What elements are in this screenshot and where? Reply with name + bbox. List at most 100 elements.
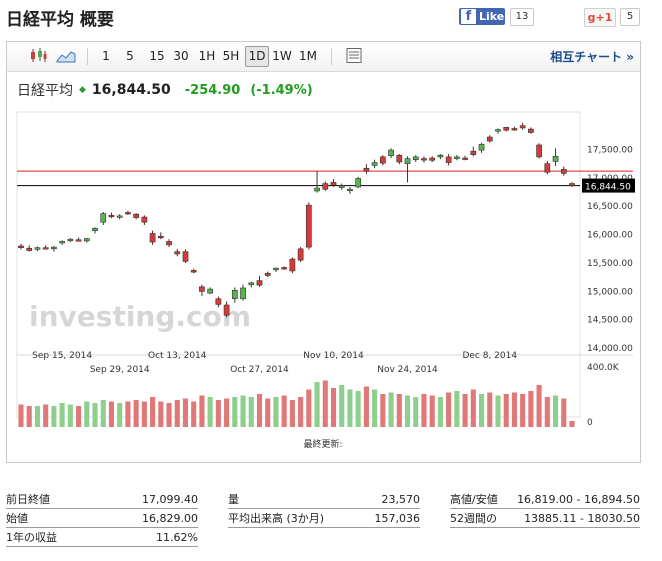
- candle-body: [223, 304, 230, 316]
- interval-1h[interactable]: 1H: [198, 49, 216, 63]
- volume-bar: [429, 395, 435, 427]
- stat-label: 平均出来高 (3か月): [228, 512, 325, 525]
- volume-bar: [339, 385, 345, 427]
- candle-body: [116, 215, 123, 218]
- x-tick-label: Dec 8, 2014: [462, 351, 517, 361]
- volume-tick-label: 0: [587, 418, 593, 428]
- candle-body: [445, 156, 452, 163]
- price-chart[interactable]: investing.com17,500.0017,000.0016,500.00…: [7, 102, 640, 462]
- candle-body: [182, 251, 189, 262]
- y-tick-label: 14,500.00: [587, 316, 633, 326]
- candle-body: [314, 187, 320, 192]
- volume-bar: [133, 400, 139, 427]
- candle-body: [190, 270, 197, 273]
- x-tick-label: Sep 29, 2014: [90, 365, 150, 375]
- volume-bar: [528, 391, 534, 427]
- candle-body: [26, 247, 33, 251]
- google-plus-count: 5: [620, 8, 640, 26]
- candle-body: [59, 241, 65, 244]
- volume-bar: [18, 404, 24, 427]
- candle-body: [519, 125, 526, 129]
- interval-1m[interactable]: 1M: [299, 49, 317, 63]
- candle-body: [42, 247, 49, 250]
- area-chart-type-icon[interactable]: [55, 47, 77, 66]
- candle-body: [100, 213, 107, 223]
- facebook-like-count: 13: [510, 8, 534, 26]
- y-tick-label: 17,500.00: [587, 145, 633, 155]
- candle-body: [166, 241, 172, 246]
- candle-body: [215, 298, 222, 305]
- candle-body: [470, 150, 477, 155]
- stat-value: 13885.11 - 18030.50: [524, 512, 640, 525]
- volume-bar: [150, 397, 156, 427]
- candle-body: [560, 169, 567, 174]
- interval-15[interactable]: 15: [149, 49, 165, 63]
- volume-bar: [26, 406, 32, 427]
- candle-body: [412, 156, 419, 161]
- candle-body: [544, 163, 551, 173]
- stat-avg-volume: 平均出来高 (3か月) 157,036: [228, 510, 420, 528]
- candlestick-type-icon[interactable]: [27, 47, 49, 66]
- volume-bar: [256, 394, 263, 427]
- interval-1d[interactable]: 1D: [245, 46, 269, 67]
- candle-body: [141, 216, 148, 223]
- chart-panel: 1 5 15 30 1H 5H 1D 1W 1M 相互チャート » 日経平均 ◆…: [6, 41, 641, 463]
- candle-body: [34, 247, 41, 250]
- candle-body: [355, 178, 362, 188]
- candle-body: [388, 149, 394, 157]
- interval-5[interactable]: 5: [126, 49, 134, 63]
- last-price-badge: [582, 178, 635, 193]
- interactive-chart-link[interactable]: 相互チャート »: [550, 50, 634, 64]
- candle-body: [157, 236, 164, 239]
- x-tick-label: Nov 24, 2014: [377, 365, 438, 375]
- volume-bar: [108, 401, 115, 427]
- volume-bar: [462, 394, 468, 427]
- volume-bar: [174, 400, 180, 427]
- chart-toolbar: 1 5 15 30 1H 5H 1D 1W 1M 相互チャート »: [7, 42, 640, 72]
- candle-body: [92, 228, 98, 231]
- candle-body: [207, 288, 213, 294]
- volume-bar: [446, 392, 452, 427]
- stat-prev-close: 前日終値 17,099.40: [6, 491, 198, 509]
- candle-body: [421, 158, 427, 161]
- candle-body: [305, 204, 312, 248]
- facebook-like-button[interactable]: f Like: [459, 8, 505, 25]
- volume-bar: [511, 392, 517, 427]
- volume-bar: [59, 403, 65, 427]
- candle-body: [83, 238, 90, 242]
- candle-body: [174, 251, 181, 255]
- volume-bar: [34, 406, 40, 427]
- volume-bar: [569, 421, 575, 427]
- stat-label: 始値: [6, 512, 28, 525]
- candle-body: [322, 183, 329, 190]
- candle-body: [248, 282, 255, 285]
- watermark-text: investing.com: [29, 300, 251, 333]
- volume-bar: [544, 397, 550, 427]
- volume-bar: [355, 391, 361, 427]
- volume-bar: [306, 389, 312, 427]
- instrument-name: 日経平均: [17, 83, 73, 99]
- volume-bar: [536, 385, 542, 427]
- stat-52-week: 52週間の 13885.11 - 18030.50: [450, 510, 640, 528]
- volume-bar: [207, 397, 213, 427]
- volume-bar: [141, 401, 147, 427]
- volume-bar: [421, 394, 427, 427]
- volume-bar: [372, 389, 378, 427]
- volume-bar: [182, 398, 189, 427]
- volume-bar: [314, 382, 320, 427]
- price-change-percent: (-1.49%): [250, 82, 313, 98]
- x-tick-label: Sep 15, 2014: [32, 351, 92, 361]
- candle-body: [108, 215, 115, 218]
- price-change: -254.90: [184, 82, 241, 98]
- volume-bar: [265, 398, 271, 427]
- google-plus-button[interactable]: g+1: [584, 8, 616, 27]
- data-table-icon[interactable]: [343, 47, 365, 66]
- interval-1[interactable]: 1: [102, 49, 110, 63]
- stat-value: 157,036: [374, 512, 421, 525]
- volume-bar: [322, 380, 328, 427]
- candle-body: [462, 157, 468, 160]
- interval-1w[interactable]: 1W: [272, 49, 292, 63]
- interval-5h[interactable]: 5H: [222, 49, 240, 63]
- candle-body: [125, 212, 131, 215]
- interval-30[interactable]: 30: [173, 49, 189, 63]
